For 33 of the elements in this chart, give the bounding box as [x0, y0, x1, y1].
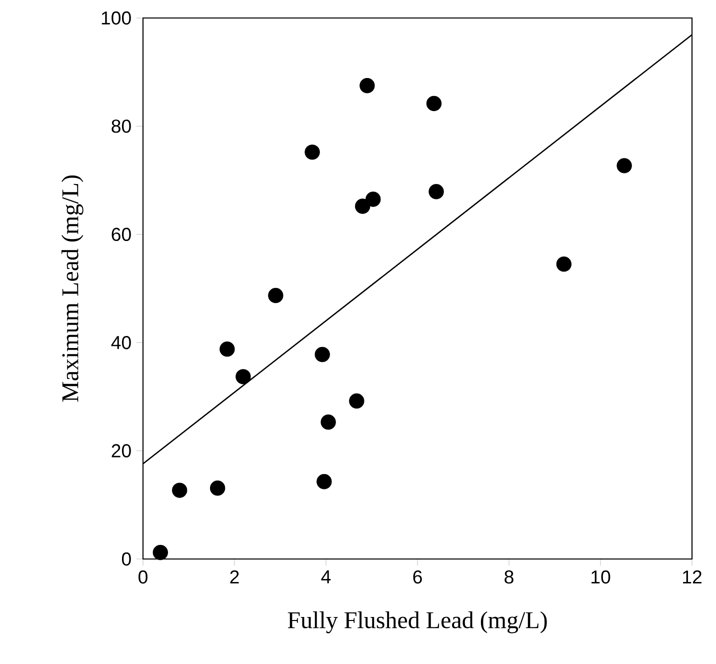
- x-tick-label: 0: [138, 570, 148, 584]
- x-tick-label: 10: [592, 570, 610, 584]
- point: [320, 414, 336, 430]
- point: [236, 369, 251, 384]
- point: [152, 544, 168, 560]
- point: [210, 480, 226, 496]
- y-tick-label: 20: [112, 444, 131, 458]
- point: [172, 482, 188, 498]
- x-axis-title: Fully Flushed Lead (mg/L): [288, 611, 547, 634]
- x-tick-label: 12: [683, 570, 702, 584]
- x-tick-label: 2: [230, 570, 239, 584]
- point: [556, 256, 572, 272]
- y-tick-label: 0: [122, 552, 131, 566]
- point: [316, 474, 332, 490]
- y-tick-label: 80: [112, 120, 131, 133]
- point: [349, 393, 364, 409]
- point: [304, 144, 320, 160]
- y-tick-label: 60: [112, 228, 131, 242]
- point: [616, 158, 632, 174]
- point: [220, 341, 235, 357]
- point: [355, 198, 370, 214]
- point: [268, 288, 284, 304]
- point: [360, 78, 375, 94]
- point: [314, 346, 330, 362]
- y-tick-label: 100: [102, 11, 131, 25]
- y-tick-label: 40: [111, 336, 131, 350]
- x-tick-label: 4: [321, 570, 331, 584]
- point: [366, 192, 381, 207]
- x-tick-label: 6: [413, 570, 422, 584]
- point: [426, 96, 442, 112]
- point: [428, 184, 444, 200]
- x-tick-label: 8: [504, 570, 514, 584]
- y-axis-title: Maximum Lead (mg/L): [61, 176, 84, 402]
